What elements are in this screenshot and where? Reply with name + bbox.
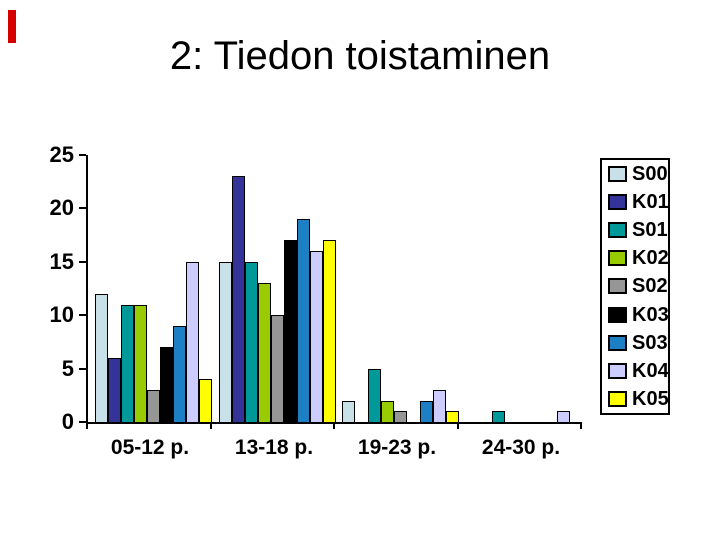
legend-swatch-k03 <box>608 306 627 323</box>
y-axis-tick-label: 25 <box>49 142 74 167</box>
x-axis-tick <box>210 422 212 429</box>
y-axis-tick-label: 0 <box>61 409 74 434</box>
bar-s03 <box>297 219 310 422</box>
bar-k05 <box>323 240 336 422</box>
legend-item-k05: K05 <box>608 387 669 410</box>
slide-accent-bar <box>8 10 16 43</box>
y-axis-tick <box>79 421 86 423</box>
legend-swatch-k04 <box>608 362 627 379</box>
legend-label: K02 <box>632 247 669 270</box>
x-axis-tick <box>580 422 582 429</box>
y-axis-tick <box>79 314 86 316</box>
bar-s02 <box>147 390 160 422</box>
bar-k05 <box>199 379 212 422</box>
x-category-label: 05-12 p. <box>110 436 190 459</box>
legend-item-k03: K03 <box>608 303 669 326</box>
y-axis-tick <box>79 207 86 209</box>
legend-swatch-k02 <box>608 250 627 267</box>
chart-legend: S00 K01 S01 K02 S02 K03 S03 K04 K05 <box>600 158 670 415</box>
bar-k05 <box>446 411 459 422</box>
bar-k04 <box>557 411 570 422</box>
legend-swatch-k05 <box>608 390 627 407</box>
y-axis-tick-label: 20 <box>49 195 74 220</box>
bar-k03 <box>284 240 297 422</box>
slide-title: 2: Tiedon toistaminen <box>169 34 551 78</box>
bar-k02 <box>258 283 271 422</box>
bar-s02 <box>394 411 407 422</box>
plot-area <box>79 154 582 429</box>
bar-s00 <box>342 401 355 422</box>
legend-label: S02 <box>632 275 668 298</box>
x-axis-tick <box>86 422 88 429</box>
legend-swatch-s01 <box>608 222 627 239</box>
y-axis-tick <box>79 154 86 156</box>
bar-s03 <box>173 326 186 422</box>
legend-swatch-k01 <box>608 194 627 211</box>
legend-item-k01: K01 <box>608 191 669 214</box>
legend-label: S00 <box>632 163 668 186</box>
bar-k01 <box>108 358 121 422</box>
legend-label: K03 <box>632 303 669 326</box>
y-axis-tick-label: 5 <box>61 356 74 381</box>
bar-s01 <box>245 262 258 422</box>
x-axis-tick <box>457 422 459 429</box>
x-axis-tick <box>333 422 335 429</box>
legend-label: K05 <box>632 387 669 410</box>
bar-k03 <box>160 347 173 422</box>
bar-k04 <box>310 251 323 422</box>
bar-s01 <box>121 305 134 422</box>
x-category-label: 24-30 p. <box>481 436 561 459</box>
y-axis-tick <box>79 368 86 370</box>
legend-swatch-s02 <box>608 278 627 295</box>
legend-item-s03: S03 <box>608 333 668 353</box>
y-axis-tick-label: 10 <box>49 302 74 327</box>
legend-label: K04 <box>632 359 669 382</box>
x-category-label: 13-18 p. <box>234 436 314 459</box>
bar-s01 <box>368 369 381 422</box>
bar-s03 <box>420 401 433 422</box>
legend-label: S03 <box>632 331 668 354</box>
bar-k02 <box>381 401 394 422</box>
legend-label: S01 <box>632 219 668 242</box>
bar-s01 <box>492 411 505 422</box>
bar-s00 <box>219 262 232 422</box>
bar-s00 <box>95 294 108 422</box>
bar-k04 <box>433 390 446 422</box>
legend-item-s01: S01 <box>608 220 668 240</box>
bar-k01 <box>232 176 245 422</box>
y-axis-tick <box>79 261 86 263</box>
legend-item-k02: K02 <box>608 247 669 270</box>
legend-label: K01 <box>632 191 669 214</box>
y-axis-tick-label: 15 <box>49 249 74 274</box>
legend-swatch-s00 <box>608 166 627 183</box>
legend-swatch-s03 <box>608 334 627 351</box>
legend-item-s00: S00 <box>608 164 668 184</box>
bar-s02 <box>271 315 284 422</box>
legend-item-k04: K04 <box>608 359 669 382</box>
bar-k04 <box>186 262 199 422</box>
x-category-label: 19-23 p. <box>357 436 437 459</box>
bar-k02 <box>134 305 147 422</box>
legend-item-s02: S02 <box>608 276 668 296</box>
